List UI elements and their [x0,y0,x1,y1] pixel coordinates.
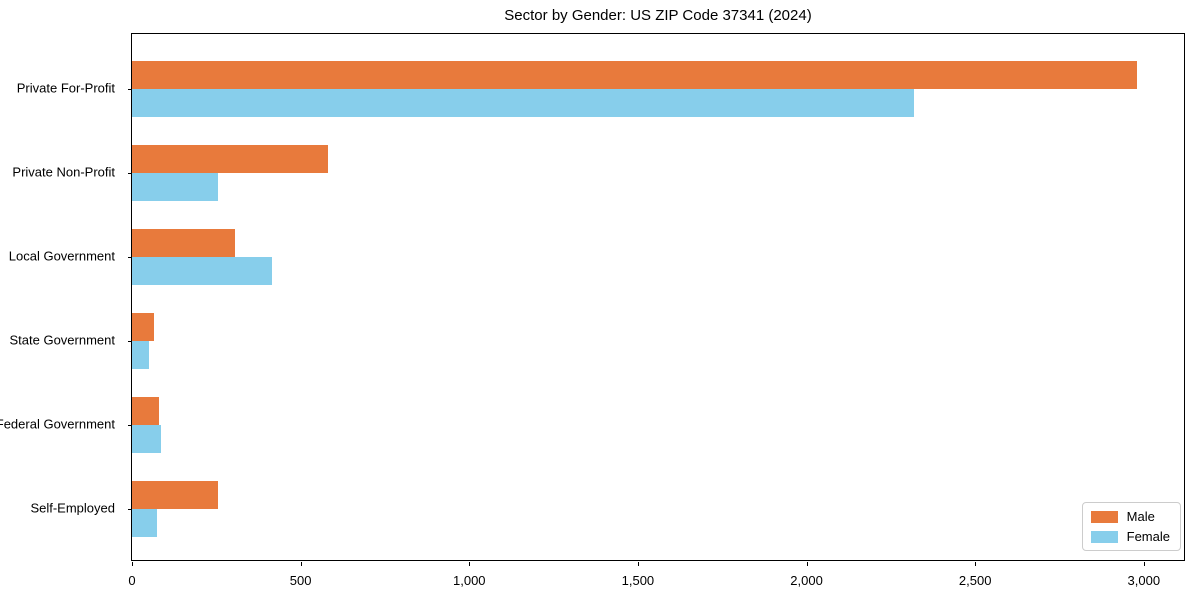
y-tick-federal-government [128,425,132,426]
bar-female-private-non-profit [132,173,218,201]
legend-entry-female: Female [1090,529,1170,544]
bar-female-state-government [132,341,149,369]
bar-male-state-government [132,313,154,341]
y-tick-private-for-profit [128,89,132,90]
legend-label-male: Male [1126,509,1155,524]
y-axis-labels: Private For-Profit Private Non-Profit Loca… [0,33,123,561]
y-label-federal-government: Federal Government [0,416,115,432]
x-tick-label-500: 500 [289,573,312,588]
legend-swatch-male [1090,510,1118,523]
x-tick-1500 [637,562,639,566]
bar-male-self-employed [132,481,218,509]
bar-female-private-for-profit [132,89,915,117]
x-tick-500 [300,562,302,566]
y-tick-local-government [128,257,132,258]
bar-female-self-employed [132,509,158,537]
x-tick-label-0: 0 [128,573,136,588]
y-label-state-government: State Government [9,332,116,348]
x-tick-label-2000: 2,000 [790,573,823,588]
legend-entry-male: Male [1090,509,1170,524]
y-tick-private-non-profit [128,173,132,174]
bar-female-local-government [132,257,272,285]
x-tick-2000 [806,562,808,566]
x-tick-0 [132,562,133,566]
x-tick-1000 [469,562,471,566]
legend: Male Female [1081,502,1181,551]
x-tick-label-3000: 3,000 [1127,573,1161,588]
y-label-private-non-profit: Private Non-Profit [12,164,115,180]
y-label-local-government: Local Government [8,248,115,264]
x-tick-label-2500: 2,500 [958,573,992,588]
y-tick-state-government [128,341,132,342]
y-label-self-employed: Self-Employed [30,500,115,516]
plot-area: Male Female 0 500 1,000 1,500 2,000 2,500 3,000 [128,33,1185,588]
bar-male-local-government [132,229,235,257]
bar-male-private-for-profit [132,61,1138,89]
x-tick-label-1000: 1,000 [452,573,486,588]
y-tick-self-employed [128,509,132,510]
y-label-private-for-profit: Private For-Profit [16,80,115,96]
chart-title: Sector by Gender: US ZIP Code 37341 (202… [504,7,812,24]
bar-male-private-non-profit [132,145,328,173]
bar-female-federal-government [132,425,161,453]
x-tick-2500 [975,562,977,566]
legend-label-female: Female [1126,529,1170,544]
x-tick-label-1500: 1,500 [621,573,655,588]
bar-male-federal-government [132,397,159,425]
x-tick-3000 [1143,562,1145,566]
legend-swatch-female [1090,530,1118,543]
